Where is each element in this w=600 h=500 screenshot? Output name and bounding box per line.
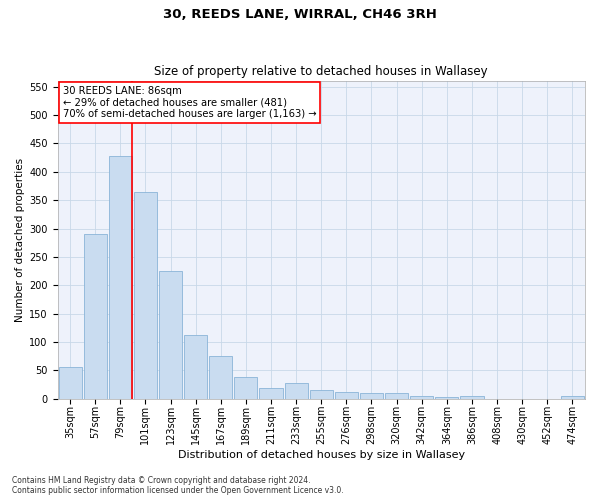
Bar — [435, 397, 458, 398]
Text: 30 REEDS LANE: 86sqm
← 29% of detached houses are smaller (481)
70% of semi-deta: 30 REEDS LANE: 86sqm ← 29% of detached h… — [63, 86, 316, 119]
Bar — [460, 396, 484, 398]
Bar — [385, 393, 408, 398]
Text: Contains HM Land Registry data © Crown copyright and database right 2024.
Contai: Contains HM Land Registry data © Crown c… — [12, 476, 344, 495]
Bar — [410, 396, 433, 398]
Bar — [259, 388, 283, 398]
Text: 30, REEDS LANE, WIRRAL, CH46 3RH: 30, REEDS LANE, WIRRAL, CH46 3RH — [163, 8, 437, 20]
Bar — [360, 393, 383, 398]
Y-axis label: Number of detached properties: Number of detached properties — [15, 158, 25, 322]
X-axis label: Distribution of detached houses by size in Wallasey: Distribution of detached houses by size … — [178, 450, 465, 460]
Bar — [59, 368, 82, 398]
Bar — [310, 390, 333, 398]
Bar — [83, 234, 107, 398]
Bar — [209, 356, 232, 399]
Bar — [184, 334, 207, 398]
Bar — [159, 271, 182, 398]
Bar — [335, 392, 358, 398]
Bar — [109, 156, 132, 398]
Bar — [235, 377, 257, 398]
Bar — [561, 396, 584, 398]
Title: Size of property relative to detached houses in Wallasey: Size of property relative to detached ho… — [154, 66, 488, 78]
Bar — [134, 192, 157, 398]
Bar — [284, 383, 308, 398]
